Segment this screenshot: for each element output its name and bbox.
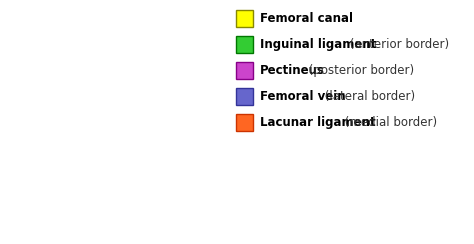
Text: (lateral border): (lateral border) [320, 90, 415, 103]
Text: Femoral canal: Femoral canal [260, 12, 353, 25]
Bar [236, 114, 253, 131]
Bar [236, 62, 253, 79]
Text: Inguinal ligament: Inguinal ligament [260, 38, 376, 51]
Text: (anterior border): (anterior border) [346, 38, 449, 51]
Bar [236, 10, 253, 27]
Text: Lacunar ligament: Lacunar ligament [260, 116, 375, 129]
Text: (posterior border): (posterior border) [305, 64, 415, 77]
Text: (medial border): (medial border) [341, 116, 437, 129]
Text: Femoral vein: Femoral vein [260, 90, 346, 103]
Bar [236, 36, 253, 53]
Bar [236, 88, 253, 105]
Text: Pectineus: Pectineus [260, 64, 325, 77]
